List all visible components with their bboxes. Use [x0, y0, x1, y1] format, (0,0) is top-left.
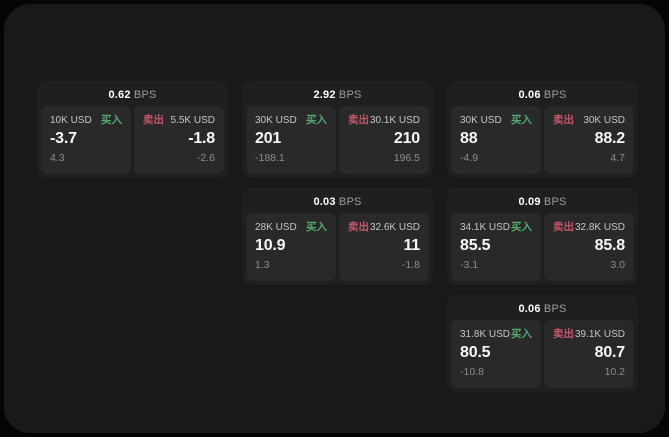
- bps-unit: BPS: [133, 89, 157, 101]
- buy-side-label: 买入: [511, 328, 532, 340]
- sell-notional: 39.1K USD: [574, 329, 625, 340]
- sell-tile[interactable]: 卖出 30.1K USD 210 196.5: [339, 106, 429, 174]
- quote-card: 0.09 BPS 34.1K USD 买入 85.5 -3.1 卖出 32.8K…: [447, 188, 638, 285]
- sell-delta: 3.0: [610, 259, 625, 271]
- bps-unit: BPS: [338, 196, 362, 208]
- buy-delta: -3.1: [460, 259, 479, 271]
- quote-card: 0.03 BPS 28K USD 买入 10.9 1.3 卖出 32.6K US…: [242, 188, 433, 285]
- bps-unit: BPS: [543, 89, 567, 101]
- sell-notional: 32.6K USD: [369, 222, 420, 233]
- sell-delta: -2.6: [196, 152, 215, 164]
- sell-delta: -1.8: [401, 259, 420, 271]
- sell-price: 85.8: [594, 237, 626, 254]
- buy-side-label: 买入: [511, 221, 532, 233]
- sell-price: 80.7: [594, 344, 626, 361]
- buy-delta: -188.1: [255, 152, 285, 164]
- sell-delta: 196.5: [393, 152, 420, 164]
- buy-tile[interactable]: 31.8K USD 买入 80.5 -10.8: [451, 320, 541, 388]
- bps-unit: BPS: [543, 303, 567, 315]
- sell-notional: 30K USD: [583, 115, 625, 126]
- sell-side-label: 卖出: [348, 114, 369, 126]
- sell-tile[interactable]: 卖出 39.1K USD 80.7 10.2: [544, 320, 634, 388]
- buy-notional: 10K USD: [50, 115, 92, 126]
- bps-header: 0.62 BPS: [41, 85, 224, 106]
- quote-card: 0.06 BPS 31.8K USD 买入 80.5 -10.8 卖出 39.1…: [447, 295, 638, 392]
- buy-side-label: 买入: [306, 114, 327, 126]
- buy-notional: 31.8K USD: [460, 329, 511, 340]
- quote-card: 0.62 BPS 10K USD 买入 -3.7 4.3 卖出 5.5K USD…: [37, 81, 228, 178]
- buy-tile[interactable]: 34.1K USD 买入 85.5 -3.1: [451, 213, 541, 281]
- main-window: 0.62 BPS 10K USD 买入 -3.7 4.3 卖出 5.5K USD…: [4, 4, 665, 433]
- bps-value: 0.09: [518, 196, 541, 208]
- buy-notional: 34.1K USD: [460, 222, 511, 233]
- bps-header: 2.92 BPS: [246, 85, 429, 106]
- sell-tile[interactable]: 卖出 5.5K USD -1.8 -2.6: [134, 106, 224, 174]
- sell-delta: 10.2: [604, 366, 625, 378]
- sell-side-label: 卖出: [348, 221, 369, 233]
- sell-side-label: 卖出: [553, 114, 574, 126]
- bps-value: 0.62: [108, 89, 131, 101]
- sell-tile[interactable]: 卖出 32.6K USD 11 -1.8: [339, 213, 429, 281]
- bps-unit: BPS: [338, 89, 362, 101]
- buy-delta: -4.9: [460, 152, 479, 164]
- bps-header: 0.09 BPS: [451, 192, 634, 213]
- buy-tile[interactable]: 30K USD 买入 201 -188.1: [246, 106, 336, 174]
- buy-delta: 1.3: [255, 259, 270, 271]
- buy-price: -3.7: [50, 130, 77, 147]
- sell-price: 11: [403, 237, 420, 254]
- buy-notional: 30K USD: [255, 115, 297, 126]
- quote-card: 2.92 BPS 30K USD 买入 201 -188.1 卖出 30.1K …: [242, 81, 433, 178]
- buy-notional: 28K USD: [255, 222, 297, 233]
- sell-price: 210: [393, 130, 420, 147]
- bps-value: 0.03: [313, 196, 336, 208]
- buy-price: 201: [255, 130, 282, 147]
- bps-unit: BPS: [543, 196, 567, 208]
- sell-side-label: 卖出: [553, 221, 574, 233]
- buy-price: 85.5: [460, 237, 491, 254]
- bps-header: 0.03 BPS: [246, 192, 429, 213]
- bps-value: 0.06: [518, 303, 541, 315]
- sell-side-label: 卖出: [553, 328, 574, 340]
- buy-price: 10.9: [255, 237, 286, 254]
- buy-tile[interactable]: 10K USD 买入 -3.7 4.3: [41, 106, 131, 174]
- buy-side-label: 买入: [306, 221, 327, 233]
- sell-tile[interactable]: 卖出 30K USD 88.2 4.7: [544, 106, 634, 174]
- sell-price: -1.8: [188, 130, 215, 147]
- bps-header: 0.06 BPS: [451, 85, 634, 106]
- bps-value: 0.06: [518, 89, 541, 101]
- sell-tile[interactable]: 卖出 32.8K USD 85.8 3.0: [544, 213, 634, 281]
- buy-side-label: 买入: [101, 114, 122, 126]
- buy-tile[interactable]: 28K USD 买入 10.9 1.3: [246, 213, 336, 281]
- bps-value: 2.92: [313, 89, 336, 101]
- buy-price: 80.5: [460, 344, 491, 361]
- buy-side-label: 买入: [511, 114, 532, 126]
- buy-tile[interactable]: 30K USD 买入 88 -4.9: [451, 106, 541, 174]
- buy-price: 88: [460, 130, 478, 147]
- buy-notional: 30K USD: [460, 115, 502, 126]
- sell-delta: 4.7: [610, 152, 625, 164]
- quote-card: 0.06 BPS 30K USD 买入 88 -4.9 卖出 30K USD 8…: [447, 81, 638, 178]
- sell-notional: 5.5K USD: [170, 115, 215, 126]
- buy-delta: 4.3: [50, 152, 65, 164]
- sell-notional: 30.1K USD: [369, 115, 420, 126]
- sell-price: 88.2: [594, 130, 626, 147]
- bps-header: 0.06 BPS: [451, 299, 634, 320]
- sell-side-label: 卖出: [143, 114, 164, 126]
- sell-notional: 32.8K USD: [574, 222, 625, 233]
- buy-delta: -10.8: [460, 366, 484, 378]
